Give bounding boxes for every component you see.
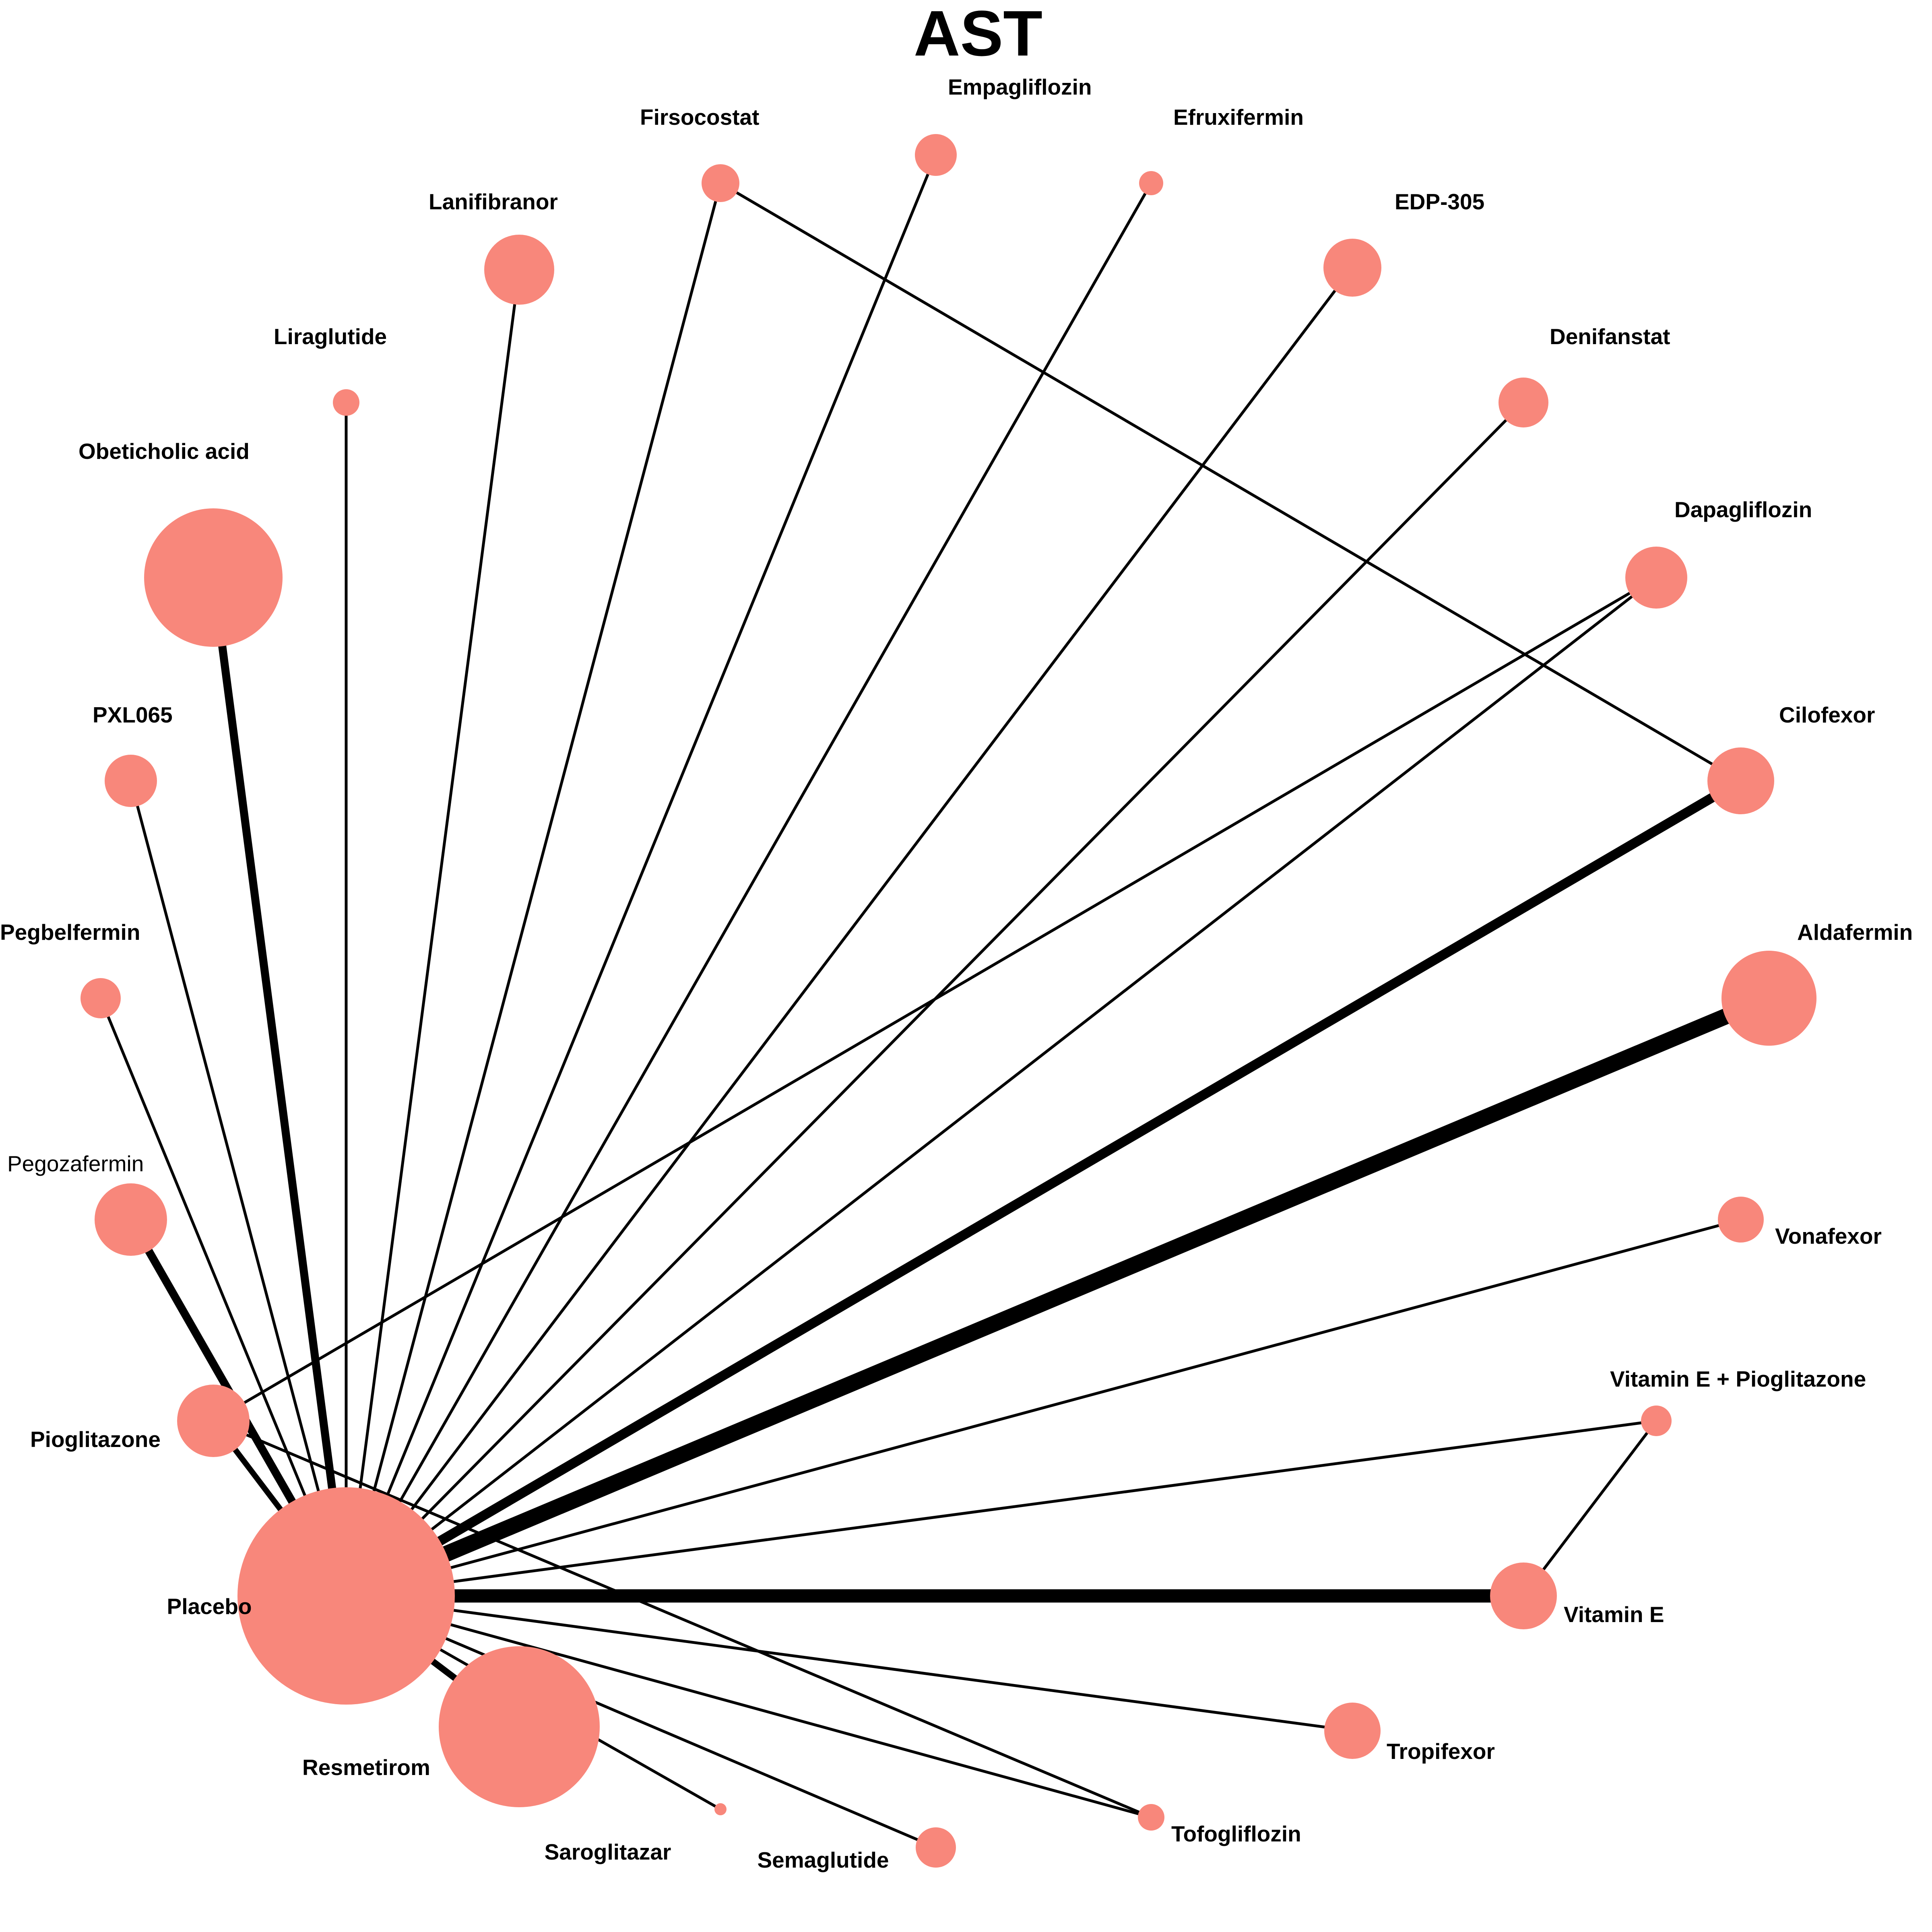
edge-placebo-tofogliflozin: [346, 1594, 1152, 1819]
edge-placebo-tropifexor: [346, 1594, 1353, 1732]
edge-placebo-cilofexor: [343, 776, 1744, 1600]
node-pegbelfermin: [80, 978, 121, 1018]
edge-placebo-aldafermin: [343, 991, 1772, 1604]
label-denifanstat: Denifanstat: [1550, 324, 1670, 349]
label-empagliflozin: Empagliflozin: [948, 74, 1092, 99]
node-edp-305: [1323, 239, 1381, 297]
edge-placebo-dapagliflozin: [345, 576, 1657, 1597]
node-saroglitazar: [714, 1803, 727, 1815]
node-dapagliflozin: [1625, 547, 1687, 609]
edge-placebo-vonafexor: [346, 1218, 1741, 1598]
label-lanifibranor: Lanifibranor: [429, 189, 558, 214]
edge-placebo-lanifibranor: [345, 269, 521, 1596]
node-pioglitazone: [177, 1385, 250, 1457]
label-pxl065: PXL065: [93, 702, 173, 727]
label-efruxifermin: Efruxifermin: [1173, 105, 1304, 130]
label-vitamin-e-pioglitazone: Vitamin E + Pioglitazone: [1610, 1366, 1866, 1391]
label-firsocostat: Firsocostat: [640, 105, 759, 130]
edge-placebo-pxl065: [129, 780, 348, 1596]
label-dapagliflozin: Dapagliflozin: [1674, 497, 1812, 522]
node-tropifexor: [1324, 1703, 1381, 1759]
node-empagliflozin: [915, 134, 957, 176]
label-pegbelfermin: Pegbelfermin: [0, 920, 140, 945]
node-placebo: [237, 1487, 455, 1705]
edge-placebo-edp-305: [345, 266, 1354, 1597]
label-placebo: Placebo: [167, 1594, 252, 1619]
node-obeticholic-acid: [144, 508, 283, 647]
edge-placebo-obeticholic-acid: [209, 577, 350, 1597]
edge-pioglitazone-tofogliflozin: [213, 1419, 1152, 1819]
label-liraglutide: Liraglutide: [274, 324, 387, 349]
label-edp-305: EDP-305: [1395, 189, 1484, 214]
node-vitamin-e-pioglitazone: [1641, 1406, 1672, 1436]
edge-placebo-empagliflozin: [345, 154, 937, 1597]
node-lanifibranor: [484, 235, 554, 305]
node-liraglutide: [333, 389, 359, 416]
node-pegozafermin: [95, 1183, 167, 1256]
node-firsocostat: [702, 164, 739, 202]
node-denifanstat: [1499, 378, 1548, 427]
label-vitamin-e: Vitamin E: [1564, 1602, 1664, 1627]
node-tofogliflozin: [1138, 1804, 1164, 1831]
label-tofogliflozin: Tofogliflozin: [1171, 1821, 1301, 1846]
label-semaglutide: Semaglutide: [757, 1847, 889, 1872]
label-cilofexor: Cilofexor: [1779, 702, 1875, 727]
node-resmetirom: [439, 1646, 600, 1807]
node-aldafermin: [1721, 951, 1816, 1046]
node-pxl065: [105, 755, 157, 807]
label-tropifexor: Tropifexor: [1387, 1739, 1495, 1764]
node-vitamin-e: [1490, 1563, 1557, 1629]
node-efruxifermin: [1139, 171, 1163, 195]
node-cilofexor: [1707, 747, 1774, 814]
edge-placebo-efruxifermin: [345, 182, 1153, 1597]
node-vonafexor: [1718, 1197, 1764, 1243]
label-pioglitazone: Pioglitazone: [30, 1427, 161, 1452]
node-semaglutide: [916, 1827, 956, 1868]
label-vonafexor: Vonafexor: [1775, 1224, 1882, 1249]
edge-firsocostat-cilofexor: [720, 182, 1742, 782]
label-saroglitazar: Saroglitazar: [545, 1839, 671, 1864]
edge-pioglitazone-dapagliflozin: [213, 576, 1657, 1422]
label-obeticholic-acid: Obeticholic acid: [78, 439, 250, 464]
nodes-layer: [80, 134, 1816, 1868]
diagram-title: AST: [914, 0, 1042, 69]
label-aldafermin: Aldafermin: [1797, 920, 1913, 945]
labels-layer: Placebo Resmetirom Obeticholic acid Aldafer…: [0, 74, 1913, 1872]
edge-placebo-vitamin-e-pioglitazone: [346, 1419, 1657, 1598]
label-resmetirom: Resmetirom: [302, 1755, 430, 1780]
edge-vitamin-e-vitamin-e-pioglitazone: [1522, 1420, 1657, 1597]
edge-placebo-firsocostat: [345, 183, 722, 1596]
label-pegozafermin: Pegozafermin: [7, 1151, 144, 1176]
